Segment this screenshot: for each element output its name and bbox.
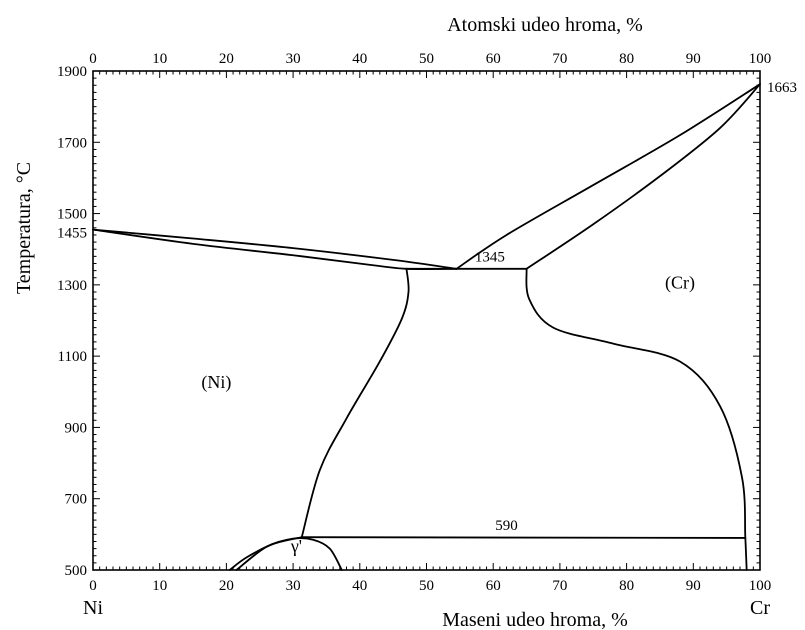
temperature-annotation: 1345 [475, 250, 505, 266]
y-axis-title: Temperatura, °C [13, 162, 35, 294]
x-tick-label-top: 70 [552, 51, 567, 67]
phase-boundary-1 [92, 228, 458, 270]
phase-boundary-7 [525, 267, 748, 571]
x-tick-label-top: 20 [219, 51, 234, 67]
x-tick-label-bottom: 20 [219, 578, 234, 594]
y-tick-label-extra: 1455 [57, 226, 87, 242]
x-tick-label-bottom: 10 [152, 578, 167, 594]
region-label: (Cr) [665, 272, 695, 293]
phase-boundary-10 [235, 537, 343, 571]
x-axis-title-bottom: Maseni udeo hroma, % [442, 609, 628, 630]
x-tick-label-bottom: 70 [552, 578, 567, 594]
x-tick-label-top: 100 [749, 51, 772, 67]
y-tick-label: 1300 [57, 278, 87, 294]
phase-boundary-4 [455, 83, 761, 270]
x-tick-label-top: 80 [619, 51, 634, 67]
phase-boundary-8 [300, 536, 747, 539]
curves-layer [92, 83, 761, 571]
x-tick-label-top: 30 [286, 51, 301, 67]
x-tick-label-bottom: 60 [486, 578, 501, 594]
region-label: (Ni) [201, 372, 231, 393]
x-tick-label-top: 90 [686, 51, 701, 67]
labels-layer: 0 10 20 30 40 50 60 70 80 90 100 0 10 20 30 40 50 60 70 80 9… [57, 51, 797, 594]
x-tick-label-bottom: 40 [352, 578, 367, 594]
plot-frame [92, 70, 761, 571]
y-tick-label: 500 [65, 563, 88, 579]
x-tick-label-bottom: 100 [749, 578, 772, 594]
x-tick-label-top: 60 [486, 51, 501, 67]
endpoint-label-ni: Ni [83, 597, 103, 619]
y-tick-label: 700 [65, 492, 88, 508]
y-tick-label: 1900 [57, 64, 87, 80]
y-tick-label: 1100 [58, 349, 87, 365]
x-tick-label-bottom: 90 [686, 578, 701, 594]
phase-boundary-6 [300, 267, 410, 539]
x-tick-label-bottom: 30 [286, 578, 301, 594]
phase-boundary-5 [525, 83, 761, 270]
x-tick-label-top: 50 [419, 51, 434, 67]
y-tick-label: 1500 [57, 207, 87, 223]
x-tick-label-bottom: 80 [619, 578, 634, 594]
x-tick-label-bottom: 0 [89, 578, 97, 594]
region-label: γ' [290, 536, 302, 556]
x-tick-label-top: 40 [352, 51, 367, 67]
x-axis-title-top: Atomski udeo hroma, % [447, 14, 643, 36]
x-tick-label-top: 0 [89, 51, 97, 67]
ticks-layer [92, 70, 761, 571]
y-tick-label: 1700 [57, 135, 87, 151]
y-tick-label: 900 [65, 420, 88, 436]
x-tick-label-bottom: 50 [419, 578, 434, 594]
x-tick-label-top: 10 [152, 51, 167, 67]
phase-boundary-2 [92, 228, 458, 270]
temperature-annotation: 590 [495, 518, 518, 534]
endpoint-label-cr: Cr [750, 597, 770, 619]
temperature-annotation: 1663 [767, 80, 797, 96]
